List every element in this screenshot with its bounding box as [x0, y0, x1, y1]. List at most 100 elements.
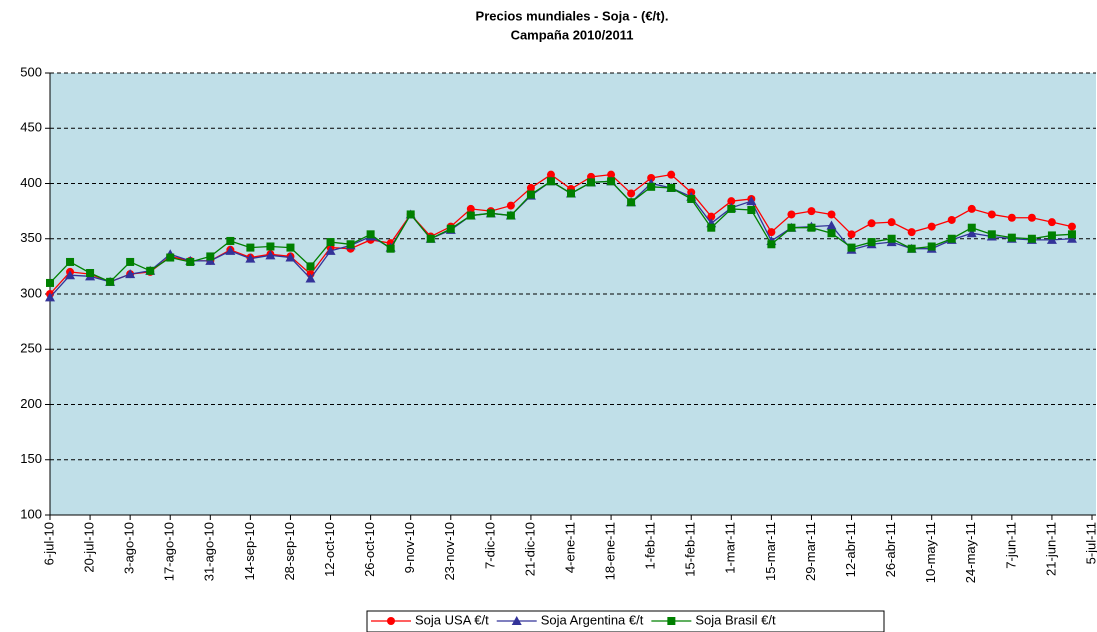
marker [346, 240, 355, 249]
series-line [49, 180, 1072, 284]
marker [146, 266, 155, 275]
marker [286, 243, 295, 252]
marker [1047, 218, 1056, 227]
marker [627, 198, 636, 207]
marker [807, 223, 816, 232]
x-tick-label: 26-abr-11 [883, 522, 898, 577]
marker [567, 189, 575, 198]
marker [466, 211, 475, 220]
marker [1067, 230, 1076, 239]
x-tick-label: 9-nov-10 [402, 522, 417, 573]
marker [46, 278, 54, 287]
chart-title: Precios mundiales - Soja - (€/t). [476, 8, 669, 23]
x-tick-label: 24-may-11 [963, 522, 978, 583]
x-tick-label: 15-mar-11 [763, 522, 778, 581]
legend-box [366, 610, 885, 632]
marker [1007, 213, 1016, 222]
legend-label: Soja Argentina €/t [541, 612, 644, 627]
x-tick-label: 12-oct-10 [322, 522, 337, 577]
marker [166, 253, 175, 262]
marker [245, 253, 256, 263]
marker [526, 183, 535, 192]
legend: Soja USA €/t Soja Argentina €/t Soja Brasi… [366, 610, 885, 632]
marker [707, 212, 716, 221]
marker [987, 230, 996, 239]
x-tick-label: 12-abr-11 [843, 522, 858, 577]
marker [627, 189, 636, 198]
marker [667, 617, 676, 625]
legend-label: Soja USA €/t [415, 612, 489, 627]
x-tick-label: 21-jun-11 [1043, 522, 1058, 576]
marker [206, 252, 215, 261]
x-tick-label: 4-ene-11 [562, 522, 577, 573]
marker [1027, 234, 1036, 243]
marker [607, 177, 616, 186]
x-tick-label: 3-ago-10 [122, 522, 137, 574]
marker [466, 204, 475, 213]
x-tick-label: 28-sep-10 [282, 522, 297, 581]
marker [607, 170, 616, 179]
marker [266, 242, 275, 251]
marker [667, 183, 676, 192]
marker [406, 210, 415, 219]
marker [387, 617, 395, 625]
marker [125, 269, 136, 279]
x-tick-label: 1-mar-11 [723, 522, 738, 574]
marker [86, 269, 95, 278]
marker [506, 211, 515, 220]
marker [807, 207, 816, 216]
marker [966, 228, 977, 238]
marker [587, 178, 596, 187]
x-tick-label: 6-jul-10 [41, 522, 56, 565]
x-tick-label: 15-feb-11 [683, 522, 698, 577]
y-tick-label: 250 [20, 341, 42, 356]
x-tick-label: 21-dic-10 [522, 522, 537, 576]
marker [947, 234, 956, 243]
marker [506, 201, 515, 210]
x-tick-label: 10-may-11 [923, 522, 938, 583]
marker [827, 229, 836, 238]
x-tick-label: 29-mar-11 [803, 522, 818, 581]
x-tick-label: 31-ago-10 [202, 522, 217, 581]
marker [787, 210, 796, 219]
marker [285, 252, 296, 262]
marker [66, 257, 75, 266]
marker [947, 215, 956, 224]
marker [326, 238, 335, 247]
marker [526, 190, 535, 199]
y-tick-label: 150 [20, 451, 42, 466]
marker [827, 210, 836, 219]
marker [867, 219, 876, 228]
y-tick-label: 100 [20, 506, 42, 521]
marker [246, 243, 255, 252]
marker [265, 250, 276, 260]
marker [967, 223, 976, 232]
y-tick-label: 450 [20, 120, 42, 135]
marker [1047, 231, 1056, 240]
marker [1007, 233, 1016, 242]
x-tick-label: 20-jul-10 [82, 522, 97, 573]
marker [987, 210, 996, 219]
marker [927, 242, 936, 251]
marker [727, 204, 736, 213]
marker [907, 228, 916, 237]
marker [787, 223, 796, 232]
marker [306, 262, 315, 271]
x-tick-label: 7-jun-11 [1003, 522, 1018, 569]
marker [667, 170, 676, 179]
marker [45, 292, 55, 302]
x-tick-label: 17-ago-10 [162, 522, 177, 581]
marker [546, 170, 555, 179]
marker [225, 245, 236, 255]
x-tick-label: 26-oct-10 [362, 522, 377, 577]
marker [186, 257, 195, 266]
marker [907, 244, 916, 253]
marker [126, 257, 135, 266]
marker [887, 234, 896, 243]
marker [1067, 222, 1076, 231]
marker [325, 245, 336, 255]
x-tick-label: 1-feb-11 [643, 522, 658, 569]
marker [707, 223, 716, 232]
marker [746, 196, 757, 206]
